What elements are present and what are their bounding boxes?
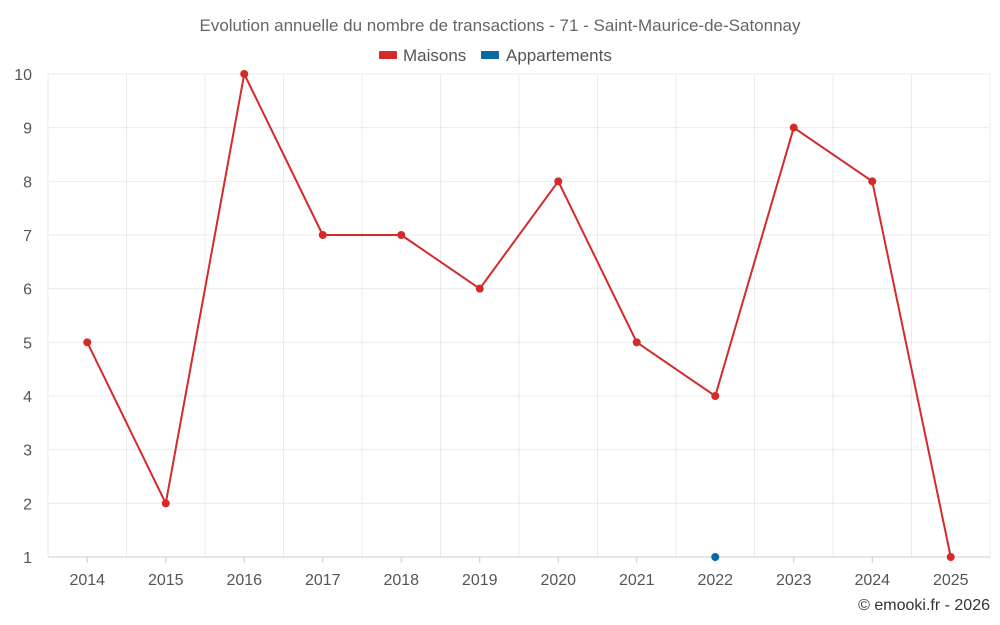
point-appartements-2022[interactable]: [711, 553, 720, 561]
x-tick-label-2023: 2023: [776, 572, 812, 589]
point-maisons-2015[interactable]: [161, 499, 170, 508]
y-tick-label-6: 6: [23, 282, 32, 299]
point-maisons-2014[interactable]: [83, 338, 92, 347]
point-maisons-2018[interactable]: [397, 231, 406, 239]
y-tick-label-5: 5: [23, 335, 32, 352]
legend-label-appartements: Appartements: [506, 46, 612, 65]
x-tick-label-2015: 2015: [148, 572, 184, 589]
credit-text: © emooki.fr - 2026: [858, 597, 990, 614]
y-tick-label-4: 4: [23, 389, 32, 406]
legend-swatch-appartements: [481, 51, 499, 59]
x-tick-label-2017: 2017: [305, 572, 341, 589]
axes: 1 2 3 4 5 6 7 8 9 10 2014 2015 2016 2017 2018 2019 2020 2…: [14, 67, 990, 589]
y-tick-label-2: 2: [23, 496, 32, 513]
y-tick-label-1: 1: [23, 550, 32, 567]
series-line-maisons: [86, 73, 952, 558]
x-tick-label-2018: 2018: [383, 572, 419, 589]
legend-item-maisons[interactable]: Maisons: [379, 46, 466, 65]
x-tick-label-2025: 2025: [933, 572, 969, 589]
y-tick-label-3: 3: [23, 443, 32, 460]
point-maisons-2020[interactable]: [554, 177, 563, 186]
x-tick-label-2021: 2021: [619, 572, 655, 589]
legend-swatch-maisons: [379, 51, 397, 59]
legend-item-appartements[interactable]: Appartements: [481, 46, 612, 65]
chart-title: Evolution annuelle du nombre de transact…: [199, 16, 801, 35]
x-tick-label-2024: 2024: [854, 572, 890, 589]
y-tick-label-8: 8: [23, 174, 32, 191]
x-tick-label-2019: 2019: [462, 572, 498, 589]
series: [83, 70, 955, 561]
point-maisons-2023[interactable]: [789, 123, 798, 132]
point-maisons-2019[interactable]: [475, 284, 484, 293]
point-maisons-2016[interactable]: [240, 70, 249, 78]
y-tick-label-10: 10: [14, 67, 32, 84]
y-tick-label-9: 9: [23, 121, 32, 138]
point-maisons-2022[interactable]: [711, 392, 720, 400]
y-tick-label-7: 7: [23, 228, 32, 245]
legend: Maisons Appartements: [379, 46, 612, 65]
point-maisons-2024[interactable]: [868, 177, 877, 186]
legend-label-maisons: Maisons: [403, 46, 466, 65]
x-tick-label-2020: 2020: [540, 572, 576, 589]
point-maisons-2017[interactable]: [318, 231, 327, 239]
point-maisons-2025[interactable]: [946, 553, 955, 561]
grid: [47, 73, 991, 557]
x-tick-label-2014: 2014: [69, 572, 105, 589]
x-tick-label-2016: 2016: [226, 572, 262, 589]
x-tick-label-2022: 2022: [697, 572, 733, 589]
point-maisons-2021[interactable]: [632, 338, 641, 347]
